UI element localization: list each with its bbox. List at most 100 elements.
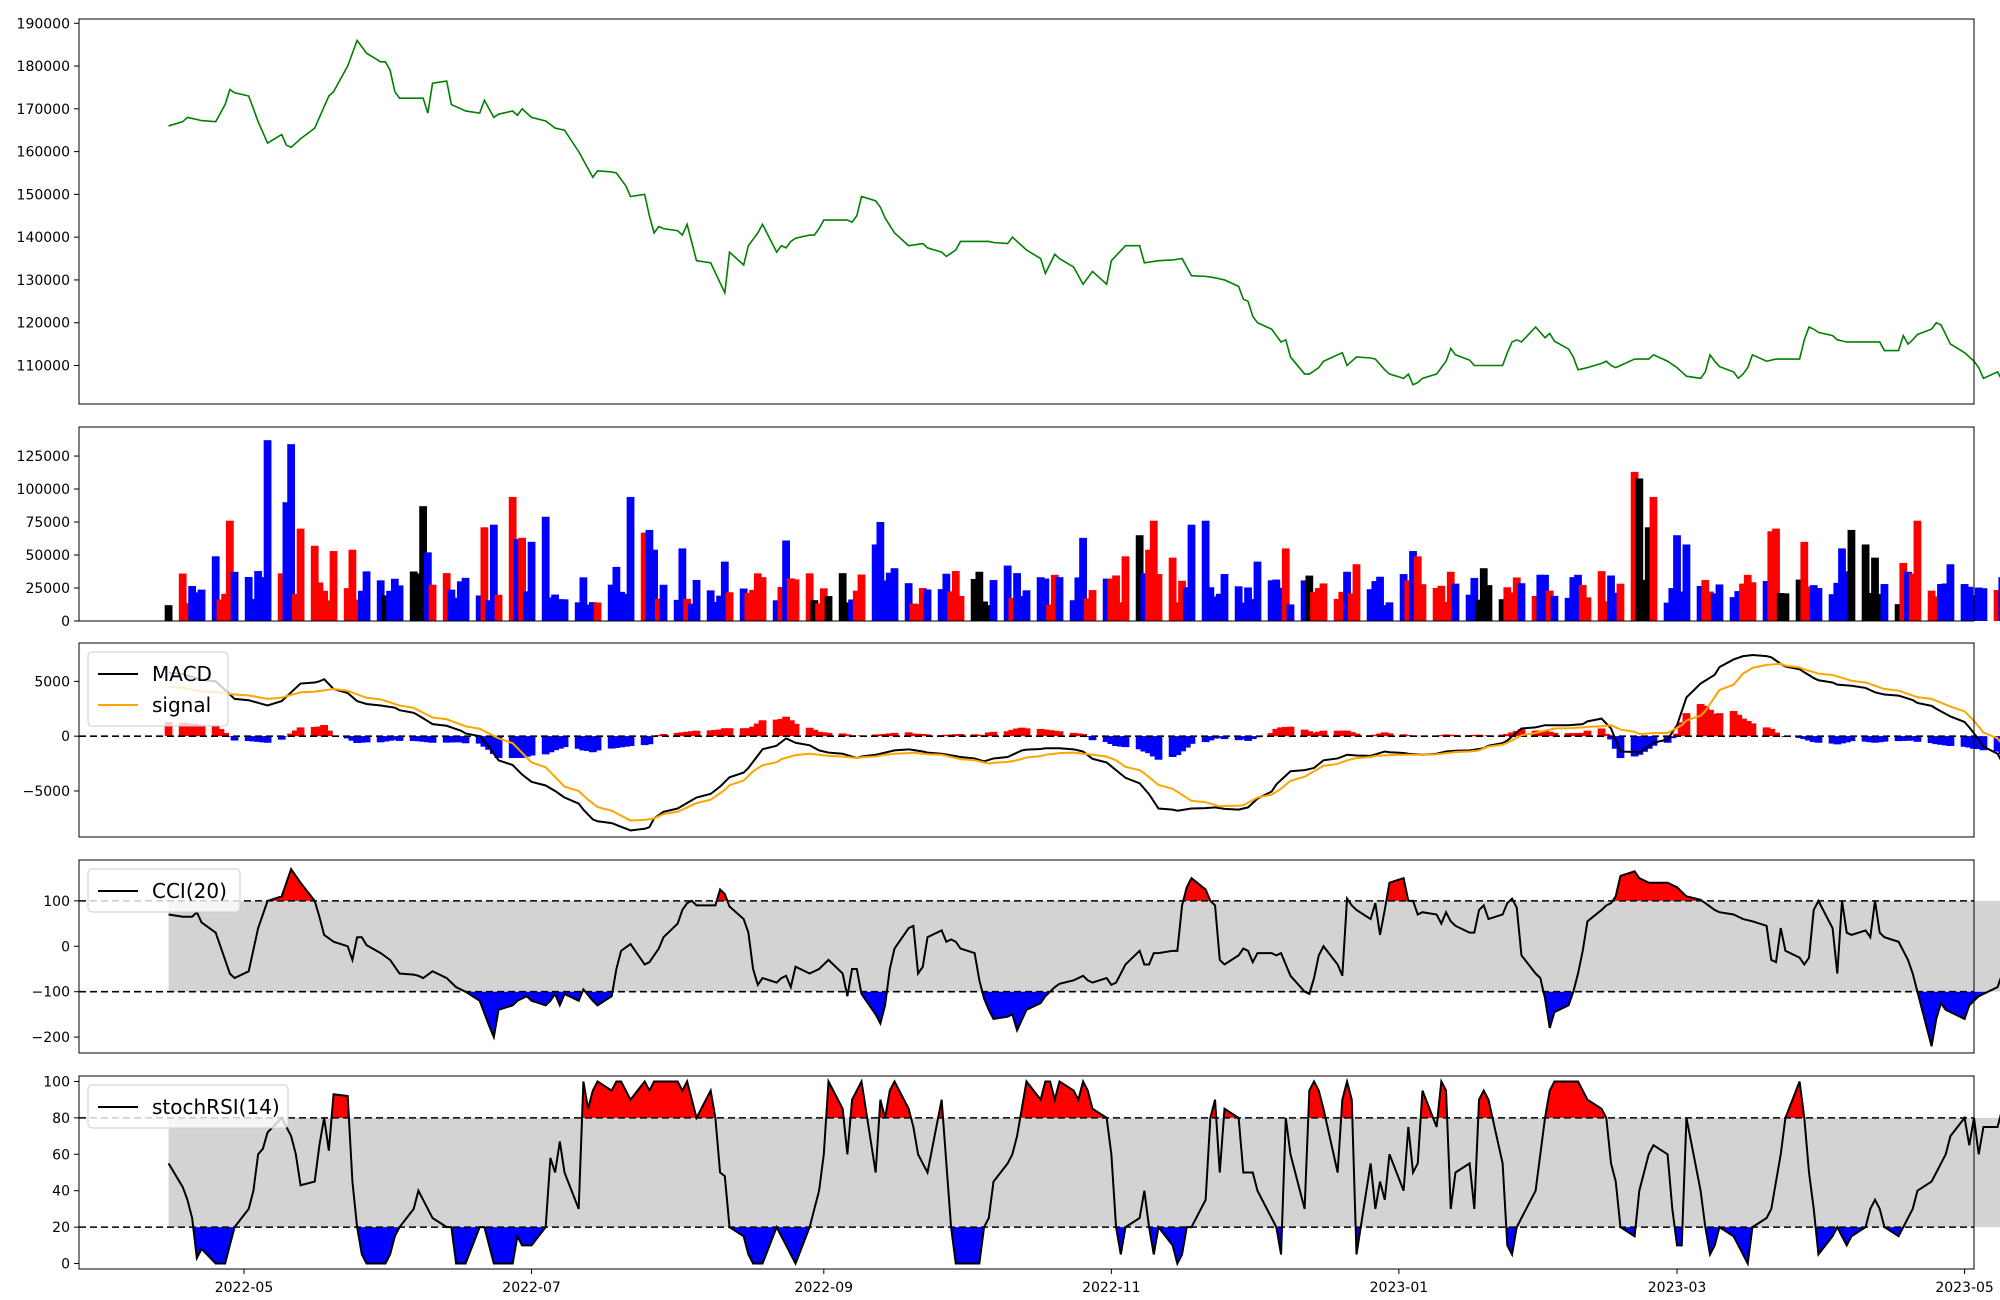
volume-bar xyxy=(461,577,470,621)
volume-bar xyxy=(711,602,720,621)
volume-bar xyxy=(1201,520,1210,621)
macd-histogram-bar xyxy=(1847,736,1856,742)
volume-ytick-label: 125000 xyxy=(17,449,70,465)
volume-bar xyxy=(1941,583,1950,621)
macd-histogram-bar xyxy=(409,736,418,742)
volume-bar xyxy=(287,444,296,621)
volume-bar xyxy=(1343,571,1351,621)
x-tick-label: 2022-05 xyxy=(215,1280,274,1296)
macd-histogram-bar xyxy=(970,734,979,737)
stochrsi-panel: 0 20 40 60 80 100 stochRSI(14) xyxy=(43,1074,2000,1273)
volume-bar xyxy=(1847,529,1856,621)
macd-histogram-bar xyxy=(574,736,583,749)
volume-bar xyxy=(1409,551,1417,621)
macd-line xyxy=(168,654,2000,832)
macd-histogram-bar xyxy=(315,726,324,737)
volume-ytick-label: 0 xyxy=(61,614,70,630)
macd-histogram-bar xyxy=(296,727,305,737)
volume-bar xyxy=(1437,585,1446,621)
stochrsi-overbought-fill xyxy=(1020,1081,1107,1118)
macd-histogram-bar xyxy=(1013,728,1021,737)
macd-histogram-bar xyxy=(1178,736,1186,752)
volume-bar xyxy=(277,573,286,621)
volume-bar xyxy=(1607,575,1615,621)
macd-histogram-bar xyxy=(1333,730,1342,737)
macd-histogram-bar xyxy=(1927,736,1936,744)
macd-histogram-bar xyxy=(1371,734,1380,737)
volume-bar xyxy=(1286,604,1295,621)
volume-bar xyxy=(1635,478,1644,621)
volume-bar xyxy=(1932,596,1941,621)
volume-bar xyxy=(593,602,602,621)
macd-histogram-bar xyxy=(1112,736,1120,747)
macd-histogram-bar xyxy=(758,720,767,737)
macd-histogram-bar xyxy=(673,732,682,737)
volume-bar xyxy=(890,568,899,621)
macd-histogram-bar xyxy=(782,716,790,737)
volume-bar xyxy=(419,506,428,621)
volume-ytick-label: 50000 xyxy=(25,548,70,564)
volume-bar xyxy=(1800,541,1809,621)
macd-histogram-bar xyxy=(1300,729,1309,737)
stochrsi-ytick-label: 40 xyxy=(52,1184,70,1200)
volume-bar xyxy=(1871,557,1879,621)
macd-histogram-bar xyxy=(447,736,456,743)
volume-bar xyxy=(551,594,559,621)
volume-bar xyxy=(423,552,432,621)
cci-ytick-label: −100 xyxy=(32,985,70,1001)
stochrsi-oversold-fill xyxy=(776,1227,810,1264)
macd-histogram-bar xyxy=(621,736,630,747)
volume-bar xyxy=(1640,579,1648,621)
macd-histogram-bar xyxy=(1046,730,1054,737)
macd-histogram-bar xyxy=(1946,736,1955,747)
volume-bar xyxy=(654,598,663,621)
macd-histogram-bar xyxy=(904,732,913,737)
macd-histogram-bar xyxy=(1828,736,1837,744)
volume-bar xyxy=(909,603,918,621)
volume-bar xyxy=(1748,582,1757,621)
volume-bar xyxy=(881,580,889,621)
volume-bar xyxy=(612,566,621,621)
macd-histogram-bar xyxy=(819,732,828,737)
volume-bar xyxy=(650,549,658,621)
volume-bar xyxy=(692,579,701,621)
macd-histogram-bar xyxy=(541,736,550,755)
volume-bar xyxy=(541,516,550,621)
macd-histogram-bar xyxy=(1536,730,1545,737)
volume-bar xyxy=(1404,580,1413,621)
macd-histogram-bar xyxy=(1833,736,1842,745)
cci-overbought-fill xyxy=(1386,878,1409,901)
volume-bar xyxy=(937,589,946,621)
volume-bar xyxy=(1145,549,1153,621)
volume-bar xyxy=(376,580,385,621)
macd-histogram-bar xyxy=(1088,736,1097,741)
macd-histogram-bar xyxy=(753,723,762,737)
stochrsi-ytick-label: 0 xyxy=(61,1257,70,1273)
volume-bar xyxy=(687,603,696,621)
x-axis: 2022-05 2022-07 2022-09 2022-11 2023-01 2023-… xyxy=(215,1269,1994,1296)
price-ytick-label: 190000 xyxy=(17,16,70,32)
macd-histogram-bar xyxy=(518,736,526,758)
volume-bar xyxy=(1545,590,1554,621)
macd-histogram-bar xyxy=(1772,732,1780,737)
volume-bar xyxy=(1055,577,1064,621)
macd-histogram-bar xyxy=(720,728,729,737)
macd-histogram-bar xyxy=(1574,732,1582,737)
volume-bar xyxy=(244,576,253,621)
volume-bar xyxy=(1772,528,1780,621)
volume-bar xyxy=(810,600,819,621)
volume-bar xyxy=(428,584,437,621)
macd-histogram-bar xyxy=(1154,736,1163,760)
macd-histogram-bar xyxy=(1470,734,1479,737)
macd-histogram-bar xyxy=(1701,705,1710,737)
volume-bar xyxy=(1927,590,1936,621)
macd-histogram-bar xyxy=(560,736,569,748)
volume-bar xyxy=(871,544,880,621)
macd-histogram-bar xyxy=(1998,736,2000,755)
volume-bar xyxy=(1630,471,1639,621)
cci-oversold-fill xyxy=(465,991,583,1038)
volume-bar xyxy=(579,577,588,621)
macd-histogram-bar xyxy=(428,736,437,743)
macd-histogram-bar xyxy=(357,736,366,743)
volume-bar xyxy=(1380,605,1389,621)
